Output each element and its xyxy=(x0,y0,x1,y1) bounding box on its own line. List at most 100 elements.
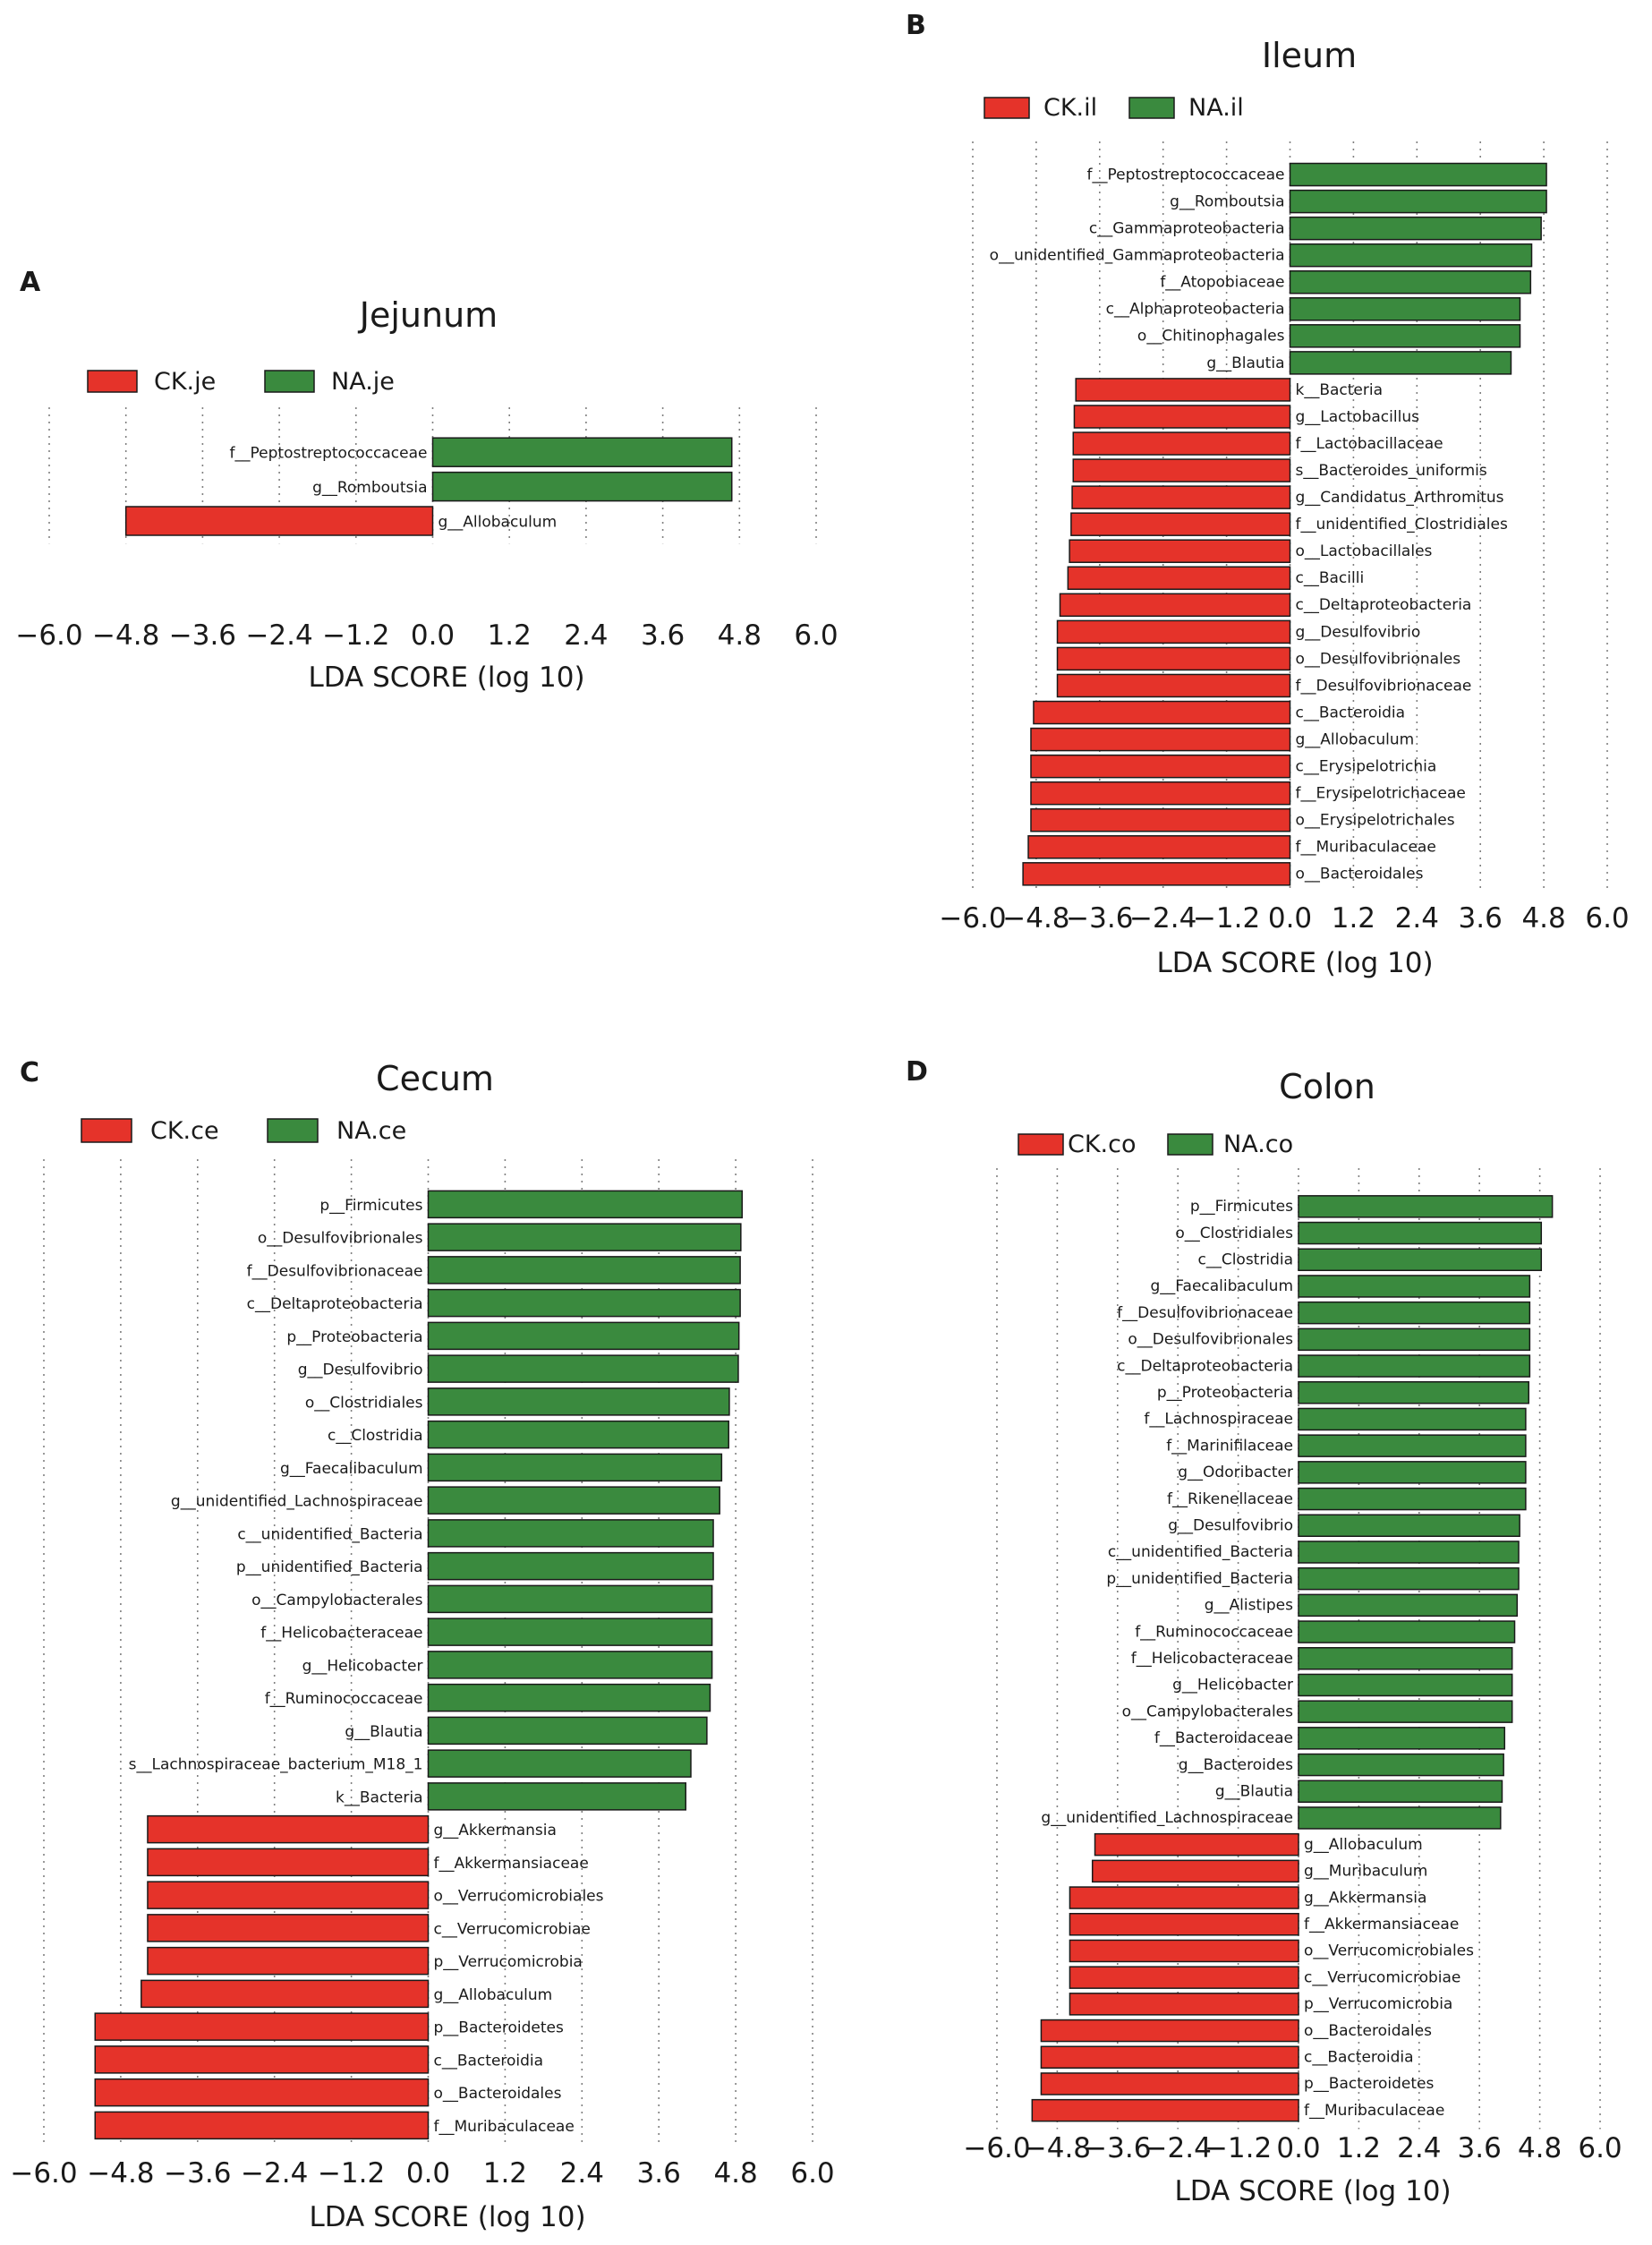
x-tick-label: 3.6 xyxy=(1458,2132,1502,2164)
bar-f-marinifilaceae xyxy=(1298,1434,1527,1457)
bar-label: g__Faecalibaculum xyxy=(1151,1277,1293,1295)
bar-label: f__Muribaculaceae xyxy=(434,2118,575,2136)
bar-label: p__unidentified_Bacteria xyxy=(1106,1570,1293,1588)
bar-f-erysipelotrichaceae xyxy=(1030,781,1291,806)
bar-label: o__Chitinophagales xyxy=(1137,328,1285,346)
panel-d-colon: D Colon CK.co NA.co p__Firmicutes o__Clos… xyxy=(906,1056,1622,2207)
bar-p-bacteroidetes xyxy=(1040,2072,1299,2096)
legend-label-na: NA.co xyxy=(1223,1131,1293,1158)
bar-label: g__Akkermansia xyxy=(434,1822,557,1840)
bar-label: g__Blautia xyxy=(1206,354,1284,372)
bar-label: c__Clostridia xyxy=(328,1427,423,1445)
bar-p-firmicutes xyxy=(427,1190,744,1219)
bar-f-muribaculaceae xyxy=(1031,2098,1299,2122)
bar-labels: f__Peptostreptococcaceae g__Romboutsia c__… xyxy=(990,166,1508,883)
bar-label: f__Desulfovibrionaceae xyxy=(1117,1304,1293,1322)
bar-o-bacteroidales xyxy=(1022,862,1291,886)
bar-o-bacteroidales xyxy=(94,2078,430,2107)
bar-label: o__Bacteroidales xyxy=(1296,866,1424,883)
bar-g-akkermansia xyxy=(1069,1886,1299,1909)
bar-label: o__Campylobacterales xyxy=(251,1592,422,1609)
bar-p-verrucomicrobia xyxy=(147,1946,430,1976)
x-tick-label: 1.2 xyxy=(1337,2132,1381,2164)
bar-g-unidentified-lachnospiraceae xyxy=(427,1486,720,1515)
x-tick-label: −2.4 xyxy=(245,619,312,652)
panel-b-ileum: B Ileum CK.il NA.il f__Peptostreptococca… xyxy=(906,10,1630,979)
x-tick-label: 3.6 xyxy=(1459,902,1503,935)
x-tick-label: −2.4 xyxy=(1129,902,1196,935)
bar-label: p__Proteobacteria xyxy=(286,1328,422,1346)
bar-g-akkermansia xyxy=(147,1814,430,1844)
x-tick-label: 4.8 xyxy=(1518,2132,1562,2164)
x-tick-label: −1.2 xyxy=(1193,902,1260,935)
bar-p-verrucomicrobia xyxy=(1069,1993,1299,2016)
legend-label-na: NA.je xyxy=(331,368,395,396)
bar-g-allobaculum xyxy=(1030,727,1291,752)
bar-o-desulfovibrionales xyxy=(1056,646,1291,671)
bar-label: o__Lactobacillales xyxy=(1296,542,1433,560)
x-tick-label: 2.4 xyxy=(1397,2132,1441,2164)
bar-p-unidentified-bacteria xyxy=(427,1551,714,1581)
x-tick-label: 1.2 xyxy=(483,2157,527,2190)
bar-o-desulfovibrionales xyxy=(427,1223,742,1251)
bar-c-bacteroidia xyxy=(1033,700,1291,725)
legend-label-ck: CK.co xyxy=(1068,1131,1137,1158)
bar-label: f__Lactobacillaceae xyxy=(1296,435,1443,453)
bars xyxy=(94,1190,744,2140)
bar-label: f__Peptostreptococcaceae xyxy=(230,445,428,463)
x-tick-label: 4.8 xyxy=(1521,902,1565,935)
bar-label: f__Lachnospiraceae xyxy=(1144,1411,1293,1429)
x-axis-title: LDA SCORE (log 10) xyxy=(308,662,584,694)
legend-label-ck: CK.il xyxy=(1043,94,1097,122)
bar-k-bacteria xyxy=(427,1782,687,1811)
x-tick-label: 0.0 xyxy=(1276,2132,1320,2164)
bars xyxy=(1022,162,1547,886)
bar-label: o__Erysipelotrichales xyxy=(1296,812,1455,830)
bar-label: c__unidentified_Bacteria xyxy=(237,1525,422,1543)
bar-label: g__Desulfovibrio xyxy=(1168,1516,1293,1534)
panel-letter: C xyxy=(20,1057,39,1088)
panel-c-cecum: C Cecum CK.ce NA.ce p__Firmicutes o__Desu… xyxy=(10,1057,834,2233)
bar-f-atopobiaceae xyxy=(1289,269,1532,294)
legend-swatch-ck xyxy=(1018,1133,1064,1156)
bar-c-alphaproteobacteria xyxy=(1289,297,1521,321)
bar-p-unidentified-bacteria xyxy=(1298,1566,1520,1591)
bar-label: o__Verrucomicrobiales xyxy=(434,1888,604,1906)
bar-label: g__Alistipes xyxy=(1205,1597,1293,1615)
bar-label: c__Alphaproteobacteria xyxy=(1106,301,1285,319)
bar-label: g__Allobaculum xyxy=(434,1986,553,2004)
bar-label: c__Erysipelotrichia xyxy=(1296,758,1437,776)
chart-title: Cecum xyxy=(376,1059,494,1098)
bars xyxy=(1031,1195,1554,2122)
bar-o-clostridiales xyxy=(427,1387,730,1416)
bar-label: o__Desulfovibrionales xyxy=(258,1230,423,1248)
bar-label: g__unidentified_Lachnospiraceae xyxy=(171,1493,423,1511)
bar-label: g__Muribaculum xyxy=(1304,1863,1427,1881)
legend: CK.co NA.co xyxy=(1018,1131,1293,1158)
legend-swatch-ck xyxy=(81,1118,132,1143)
bar-c-deltaproteobacteria xyxy=(1298,1354,1531,1378)
bar-label: f__Bacteroidaceae xyxy=(1154,1729,1293,1747)
x-tick-label: 2.4 xyxy=(564,619,608,652)
bar-g-helicobacter xyxy=(427,1651,713,1679)
bar-label: p__Verrucomicrobia xyxy=(1304,1995,1452,2013)
bar-o-bacteroidales xyxy=(1040,2019,1299,2043)
bar-label: o__Desulfovibrionales xyxy=(1296,650,1461,668)
bar-label: s__Lachnospiraceae_bacterium_M18_1 xyxy=(129,1756,423,1774)
bar-g-desulfovibrio xyxy=(1056,619,1291,644)
bar-f-helicobacteraceae xyxy=(427,1618,713,1646)
bar-f-desulfovibrionaceae xyxy=(1056,673,1291,698)
bar-label: k__Bacteria xyxy=(336,1788,423,1806)
bar-label: c__Deltaproteobacteria xyxy=(247,1295,423,1313)
bar-label: g__unidentified_Lachnospiraceae xyxy=(1041,1809,1293,1827)
bar-labels: f__Peptostreptococcaceae g__Romboutsia g__… xyxy=(230,445,558,532)
x-tick-label: 6.0 xyxy=(1585,902,1629,935)
bar-label: f__Desulfovibrionaceae xyxy=(247,1262,423,1280)
bar-label: g__Akkermansia xyxy=(1304,1889,1426,1907)
bar-label: g__Desulfovibrio xyxy=(1296,623,1421,641)
bar-g-allobaculum xyxy=(141,1979,430,2009)
x-tick-label: 6.0 xyxy=(790,2157,834,2190)
chart-title: Jejunum xyxy=(358,295,498,335)
bar-o-unidentified-gammaproteobacteria xyxy=(1289,243,1533,268)
